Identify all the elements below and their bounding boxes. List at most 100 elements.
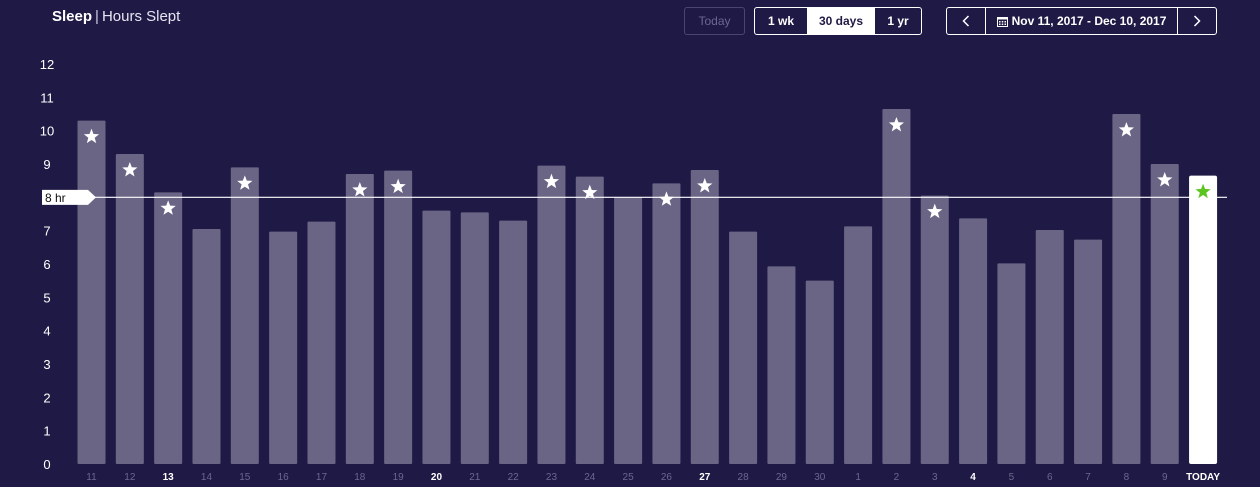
x-tick-label: 5	[1009, 472, 1015, 483]
x-tick-label: 1	[855, 472, 861, 483]
x-tick-label: 27	[699, 472, 711, 483]
range-segmented-control: 1 wk 30 days 1 yr	[754, 7, 922, 35]
bar	[460, 212, 489, 464]
range-1yr-button[interactable]: 1 yr	[887, 14, 909, 28]
x-tick-label: 9	[1162, 472, 1168, 483]
bar	[384, 170, 413, 464]
x-tick-label: 11	[86, 472, 97, 483]
title-sleep: Sleep	[52, 8, 93, 25]
x-tick-label: 21	[469, 472, 481, 483]
bar	[192, 229, 221, 464]
date-range-label: Nov 11, 2017 - Dec 10, 2017	[1011, 14, 1167, 28]
bar	[575, 176, 604, 464]
star-icon	[697, 178, 713, 193]
bar	[729, 231, 758, 464]
x-tick-label: 12	[124, 472, 136, 483]
bar	[115, 154, 144, 464]
x-tick-label: 13	[163, 472, 175, 483]
x-tick-label: 15	[239, 472, 251, 483]
x-tick-label: 18	[354, 472, 366, 483]
x-tick-label: 30	[814, 472, 826, 483]
bar	[77, 120, 106, 465]
star-icon	[888, 117, 905, 132]
x-tick-label: 14	[201, 472, 213, 483]
date-range-picker: Nov 11, 2017 - Dec 10, 2017	[946, 7, 1217, 35]
star-icon	[927, 203, 943, 219]
goal-marker	[42, 189, 96, 205]
bar	[307, 221, 336, 464]
x-tick-label: 16	[278, 472, 290, 483]
y-tick-label: 6	[43, 257, 50, 272]
bar	[767, 266, 796, 464]
x-tick-label: 7	[1085, 472, 1091, 483]
x-tick-label: 4	[970, 472, 976, 483]
bar	[1074, 239, 1103, 464]
bar	[230, 167, 259, 465]
bar	[844, 226, 873, 464]
title-hours-slept: Hours Slept	[101, 8, 181, 25]
bar	[614, 197, 643, 465]
bar	[269, 231, 298, 464]
star-icon	[658, 191, 675, 206]
bar	[997, 263, 1026, 464]
x-tick-label: 28	[738, 472, 750, 483]
range-1wk-button[interactable]: 1 wk	[767, 14, 794, 28]
y-tick-label: 12	[40, 57, 54, 72]
x-tick-label: 19	[393, 472, 405, 483]
star-icon	[237, 175, 253, 190]
y-tick-label: 7	[43, 224, 50, 239]
bar	[499, 220, 528, 464]
bar	[652, 183, 681, 465]
bar	[882, 109, 911, 464]
x-tick-label: 25	[623, 472, 635, 483]
bar	[1035, 230, 1064, 464]
bar	[690, 170, 719, 464]
bar	[920, 195, 949, 464]
y-tick-label: 11	[40, 90, 54, 105]
star-icon	[1118, 122, 1135, 137]
calendar-icon	[996, 16, 1008, 27]
y-tick-label: 3	[43, 357, 50, 372]
bar	[154, 192, 183, 465]
bar	[422, 210, 451, 464]
bar-today	[1189, 175, 1218, 464]
star-icon	[543, 173, 560, 189]
chevron-left-icon	[962, 15, 970, 27]
star-icon	[352, 182, 368, 197]
bar	[537, 165, 566, 464]
bar	[345, 174, 374, 464]
y-tick-label: 4	[43, 324, 50, 339]
star-icon	[160, 200, 176, 215]
bar	[1150, 164, 1179, 464]
y-tick-label: 2	[43, 390, 50, 405]
x-tick-label: 24	[584, 472, 596, 483]
y-tick-label: 9	[43, 157, 50, 172]
star-icon	[122, 162, 138, 177]
next-range-button[interactable]	[1177, 8, 1216, 34]
range-30days-button[interactable]: 30 days	[807, 8, 875, 34]
x-tick-label: 2	[894, 472, 900, 483]
star-icon	[582, 184, 598, 200]
y-tick-label: 10	[40, 124, 54, 139]
x-tick-label: 3	[932, 472, 938, 483]
star-icon	[1157, 172, 1173, 187]
y-tick-label: 1	[43, 424, 50, 439]
x-tick-label: 29	[776, 472, 788, 483]
prev-range-button[interactable]	[947, 8, 986, 34]
bar	[959, 218, 988, 464]
x-tick-label: 26	[661, 472, 673, 483]
x-tick-label: 17	[316, 472, 328, 483]
star-icon	[390, 178, 406, 194]
x-tick-label: 6	[1047, 472, 1053, 483]
bar	[1112, 114, 1141, 464]
y-tick-label: 5	[43, 290, 50, 305]
date-range-button[interactable]: Nov 11, 2017 - Dec 10, 2017	[986, 8, 1177, 34]
star-icon-today	[1195, 183, 1211, 199]
today-button[interactable]: Today	[684, 7, 745, 35]
title-separator: |	[95, 8, 99, 25]
star-icon	[83, 128, 100, 144]
x-tick-label: 20	[431, 472, 443, 483]
goal-label: 8 hr	[45, 191, 66, 205]
x-tick-label: 8	[1124, 472, 1130, 483]
x-tick-label: 23	[546, 472, 558, 483]
